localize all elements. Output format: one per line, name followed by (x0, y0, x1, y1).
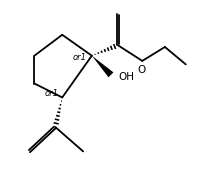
Text: or1: or1 (73, 53, 87, 62)
Polygon shape (92, 56, 113, 77)
Text: O: O (137, 65, 146, 75)
Text: or1: or1 (45, 89, 59, 98)
Text: OH: OH (119, 72, 135, 82)
